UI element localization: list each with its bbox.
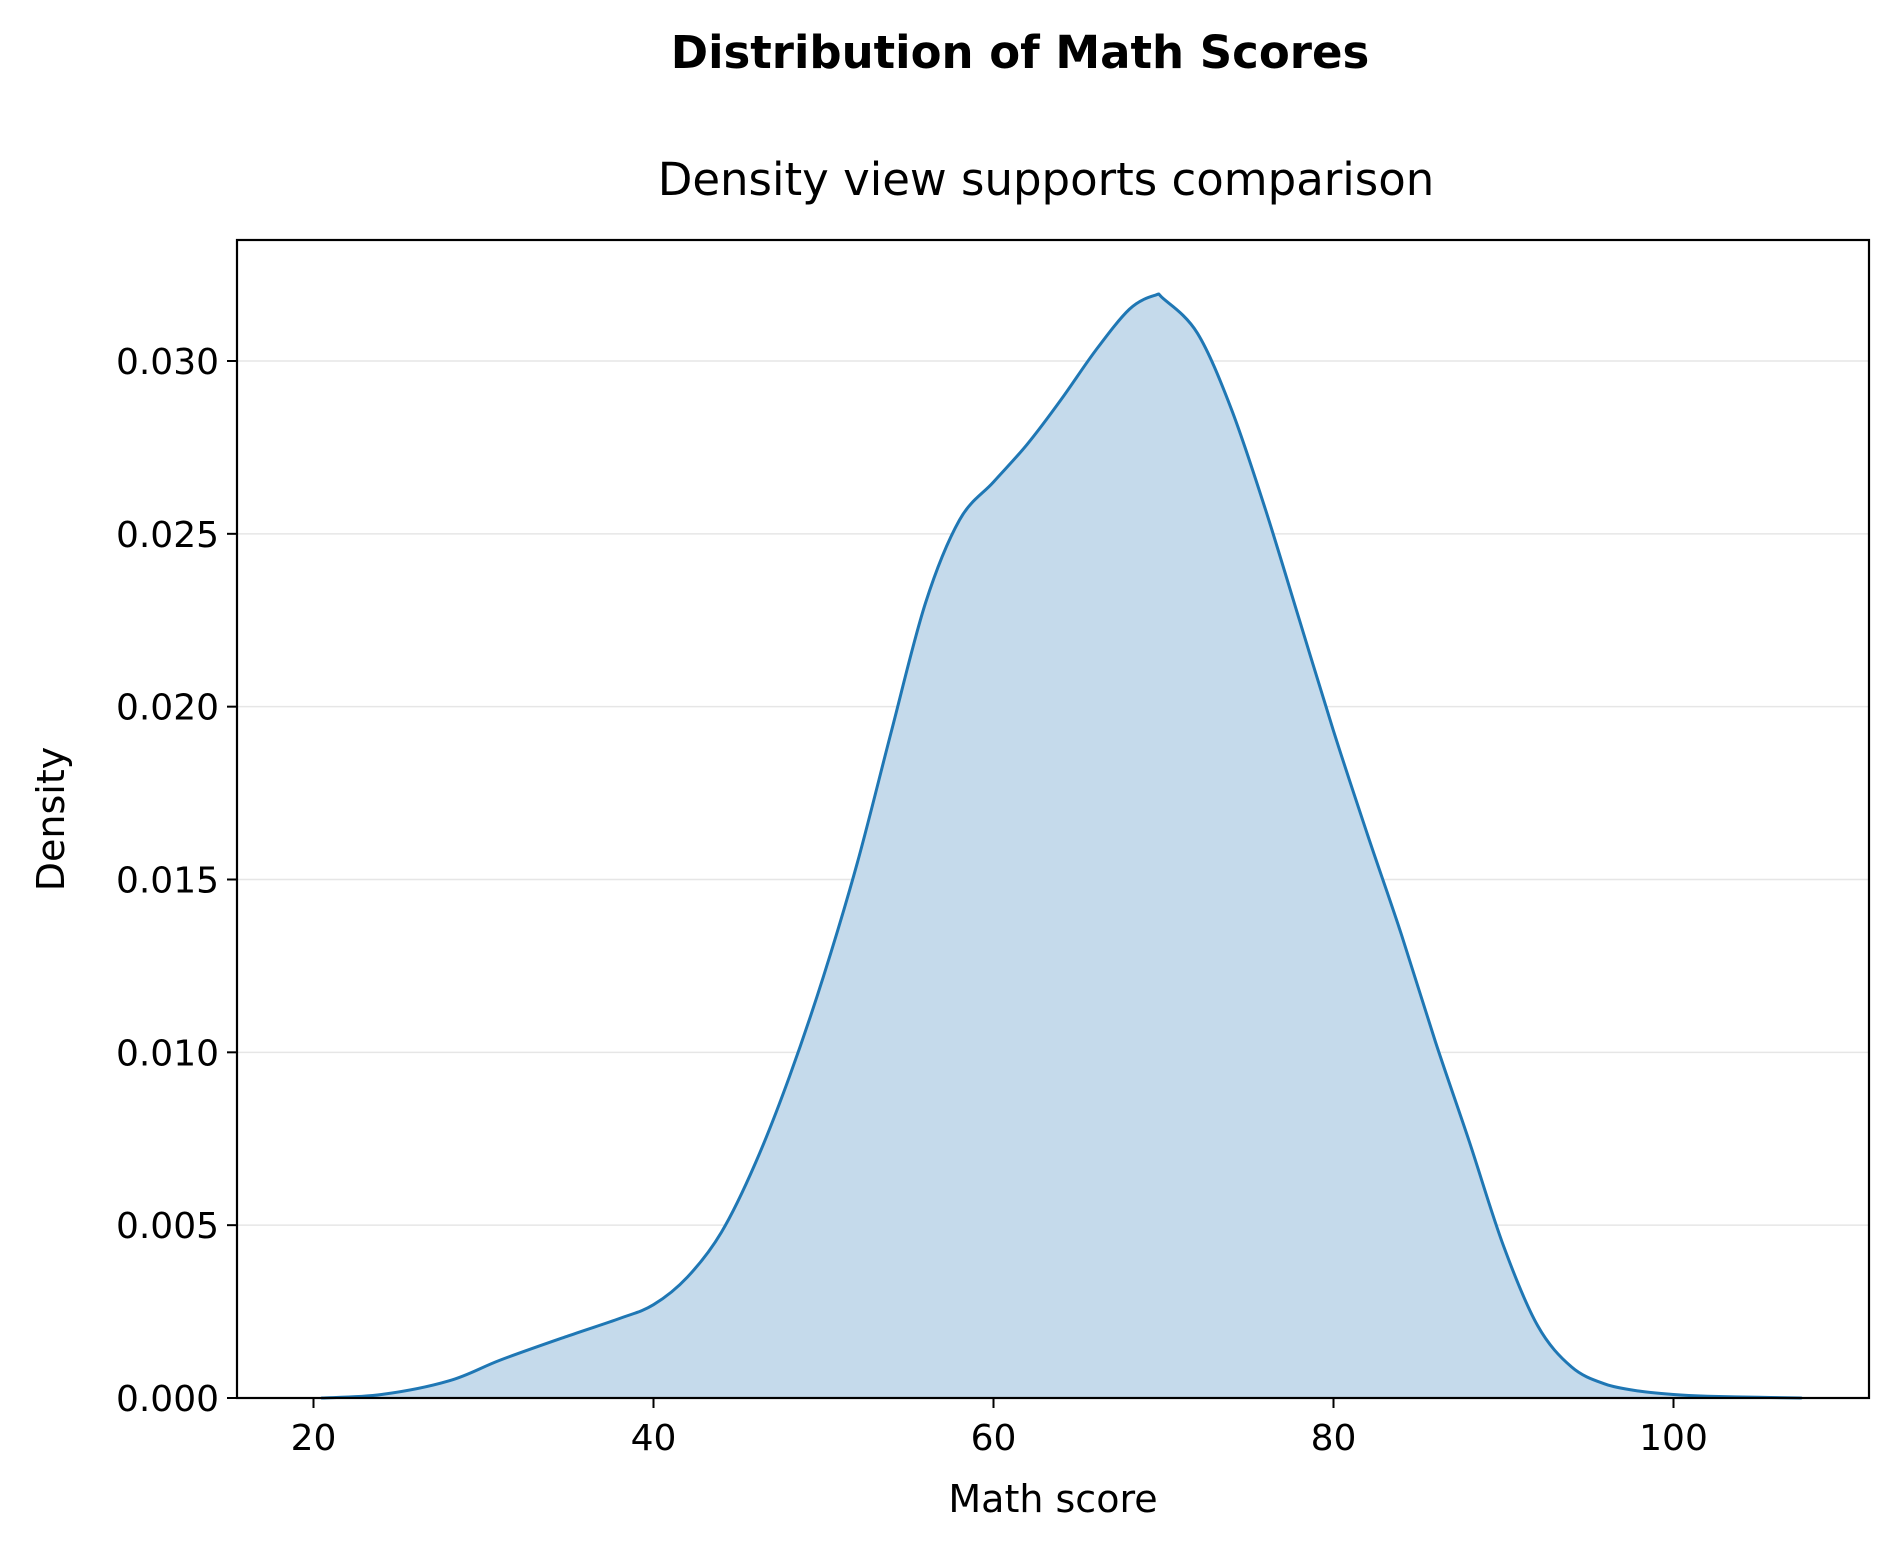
x-tick-label: 100 [1639, 1418, 1708, 1459]
x-tick-label: 40 [631, 1418, 677, 1459]
y-tick-label: 0.005 [116, 1206, 219, 1247]
density-series [320, 292, 1803, 1400]
axis-ticks: 0.000 0.005 0.010 0.015 0.020 0.025 0.030 20 40 6… [116, 342, 1708, 1459]
x-axis-label: Math score [948, 1477, 1157, 1521]
y-tick-label: 0.030 [116, 342, 219, 383]
x-tick-label: 60 [971, 1418, 1017, 1459]
y-tick-label: 0.025 [116, 515, 219, 556]
chart-title: Density view supports comparison [658, 153, 1435, 206]
density-area-fill [322, 293, 1801, 1398]
y-tick-label: 0.000 [116, 1379, 219, 1420]
x-tick-label: 80 [1311, 1418, 1357, 1459]
density-curve-line [320, 292, 1803, 1400]
y-tick-label: 0.010 [116, 1033, 219, 1074]
y-tick-label: 0.015 [116, 860, 219, 901]
x-tick-label: 20 [291, 1418, 337, 1459]
plot-frame [235, 238, 1871, 1400]
y-axis-label: Density [29, 747, 73, 891]
y-tick-label: 0.020 [116, 688, 219, 729]
chart-suptitle: Distribution of Math Scores [671, 26, 1370, 79]
